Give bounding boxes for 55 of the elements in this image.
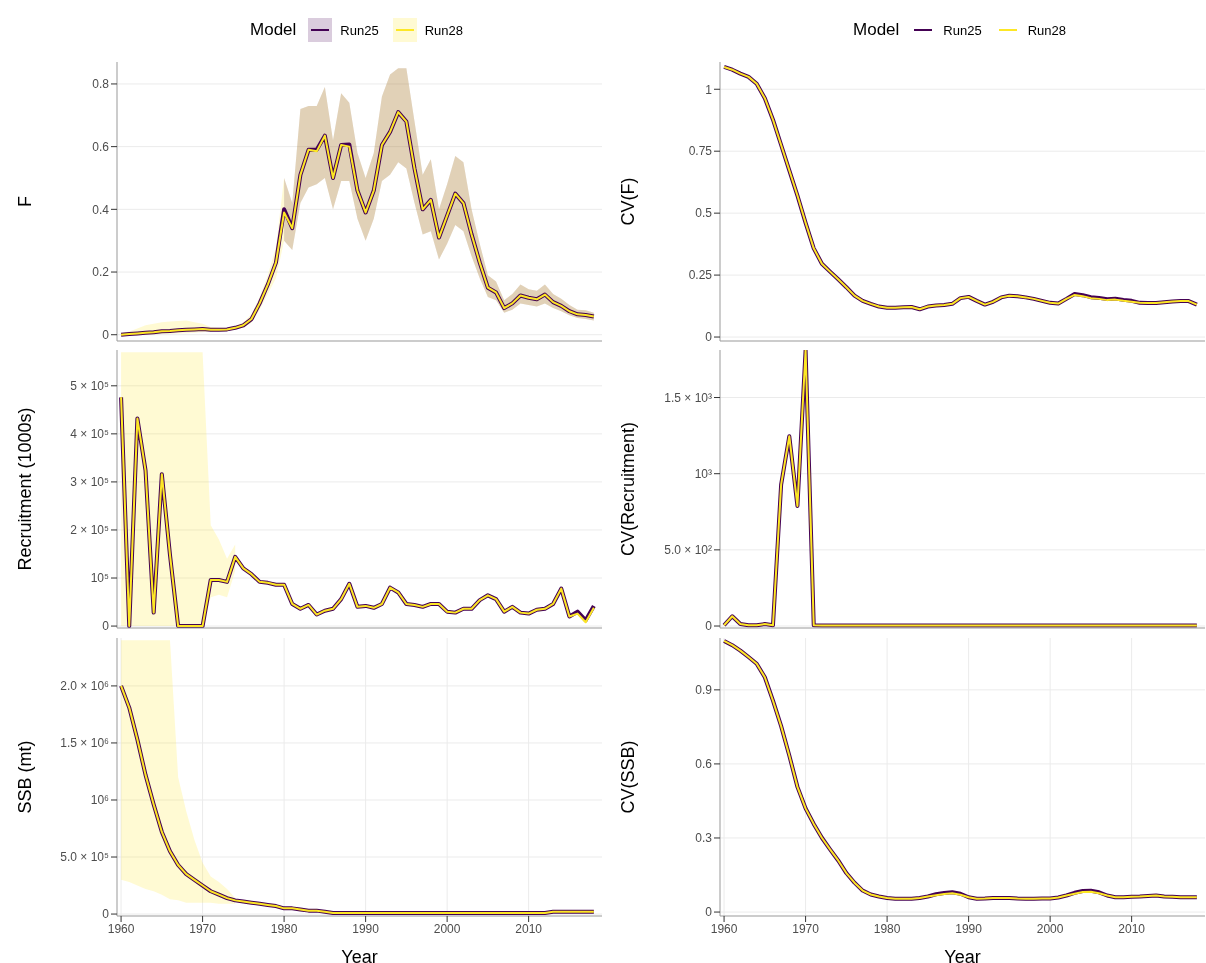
y-tick-label: 0.25 — [688, 268, 713, 283]
x-tick-label: 1960 — [107, 921, 135, 936]
y-tick-label: 4 × 10⁵ — [70, 427, 110, 442]
legend-title: Model — [250, 20, 297, 40]
y-axis-title: CV(Recruitment) — [618, 421, 639, 557]
y-tick-label: 0 — [705, 330, 713, 345]
y-tick-label: 0.75 — [688, 144, 713, 159]
y-axis-title: CV(SSB) — [618, 740, 639, 814]
y-tick-label: 0 — [102, 907, 110, 922]
y-tick-label: 10³ — [694, 466, 712, 481]
x-axis-title: Year — [341, 947, 378, 963]
y-tick-label: 2 × 10⁵ — [70, 523, 110, 538]
y-tick-label: 0 — [102, 619, 110, 634]
y-tick-label: 5.0 × 10² — [664, 543, 712, 558]
y-tick-label: 10⁵ — [90, 571, 110, 586]
y-tick-label: 0 — [705, 619, 713, 634]
y-tick-label: 0.6 — [92, 139, 110, 154]
legend-label: Run28 — [1027, 22, 1066, 38]
x-tick-label: 1990 — [352, 921, 380, 936]
y-axis-title: Recruitment (1000s) — [15, 407, 36, 571]
y-tick-label: 1 — [705, 82, 713, 97]
y-tick-label: 0.3 — [695, 831, 713, 846]
y-tick-label: 0.4 — [92, 202, 110, 217]
y-tick-label: 0.6 — [695, 757, 713, 772]
x-tick-label: 1980 — [270, 921, 298, 936]
y-tick-label: 5 × 10⁵ — [70, 379, 110, 394]
x-tick-label: 2000 — [1036, 921, 1064, 936]
x-tick-label: 1970 — [792, 921, 820, 936]
x-axis-title: Year — [944, 947, 981, 963]
y-tick-label: 1.5 × 10⁶ — [60, 736, 110, 751]
x-tick-label: 1980 — [873, 921, 901, 936]
y-axis-title: SSB (mt) — [15, 740, 36, 814]
x-tick-label: 1970 — [189, 921, 217, 936]
y-axis-title: F — [15, 196, 36, 207]
y-tick-label: 5.0 × 10⁵ — [60, 850, 110, 865]
y-tick-label: 1.5 × 10³ — [664, 390, 712, 405]
legend-label: Run28 — [424, 22, 463, 38]
x-tick-label: 2010 — [515, 921, 543, 936]
y-tick-label: 3 × 10⁵ — [70, 475, 110, 490]
y-tick-label: 0.2 — [92, 265, 110, 280]
y-tick-label: 0.5 — [695, 206, 713, 221]
y-tick-label: 2.0 × 10⁶ — [60, 679, 110, 694]
y-tick-label: 0 — [705, 905, 713, 920]
y-tick-label: 0 — [102, 327, 110, 342]
y-tick-label: 0.9 — [695, 683, 713, 698]
y-tick-label: 0.8 — [92, 77, 110, 92]
x-tick-label: 1990 — [955, 921, 983, 936]
legend-title: Model — [853, 20, 900, 40]
legend-label: Run25 — [340, 22, 379, 38]
x-tick-label: 2010 — [1118, 921, 1146, 936]
legend-label: Run25 — [943, 22, 982, 38]
x-tick-label: 2000 — [433, 921, 461, 936]
y-axis-title: CV(F) — [618, 177, 639, 226]
x-tick-label: 1960 — [710, 921, 738, 936]
y-tick-label: 10⁶ — [90, 793, 110, 808]
